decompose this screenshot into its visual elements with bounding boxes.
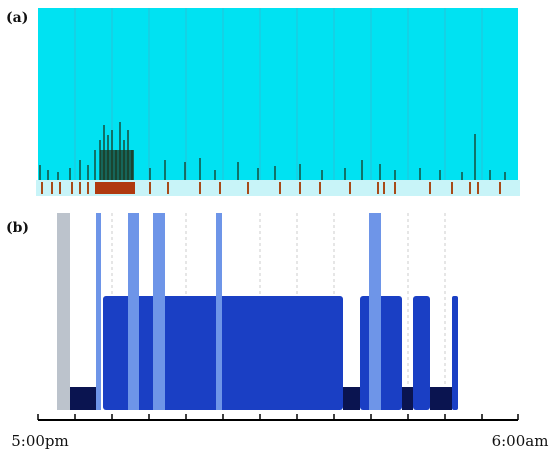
axis-start-label: 5:00pm <box>11 432 69 450</box>
axis-end-label: 6:00am <box>492 432 549 450</box>
panel-label: (b) <box>6 220 29 236</box>
activity-cluster <box>100 150 134 180</box>
strip-block <box>95 182 135 194</box>
state-blocks <box>57 213 458 410</box>
strip-marks <box>41 182 501 194</box>
strip-background <box>36 180 520 196</box>
panel-label: (a) <box>6 10 28 26</box>
panel-a-grid <box>74 8 483 180</box>
axis-ticks <box>37 414 519 420</box>
